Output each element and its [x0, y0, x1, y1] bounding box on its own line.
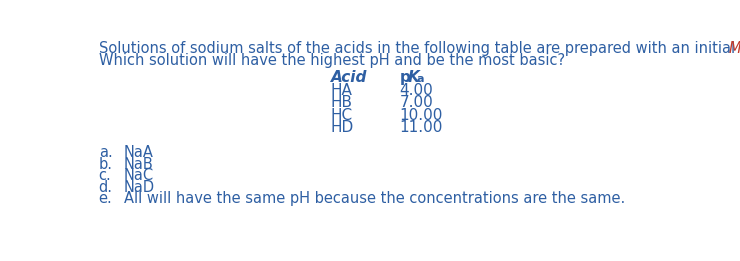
- Text: HC: HC: [331, 108, 353, 123]
- Text: All will have the same pH because the concentrations are the same.: All will have the same pH because the co…: [124, 192, 625, 206]
- Text: 4.00: 4.00: [400, 83, 433, 98]
- Text: .: .: [738, 41, 740, 56]
- Text: a: a: [417, 74, 425, 84]
- Text: d.: d.: [98, 180, 112, 195]
- Text: HB: HB: [331, 95, 352, 110]
- Text: p: p: [400, 70, 410, 85]
- Text: 11.00: 11.00: [400, 120, 443, 135]
- Text: HA: HA: [331, 83, 352, 98]
- Text: Acid: Acid: [331, 70, 367, 85]
- Text: K: K: [408, 70, 420, 85]
- Text: e.: e.: [98, 192, 112, 206]
- Text: Solutions of sodium salts of the acids in the following table are prepared with : Solutions of sodium salts of the acids i…: [98, 41, 740, 56]
- Text: M: M: [728, 41, 740, 56]
- Text: Which solution will have the highest pH and be the most basic?: Which solution will have the highest pH …: [98, 53, 565, 68]
- Text: 7.00: 7.00: [400, 95, 433, 110]
- Text: 10.00: 10.00: [400, 108, 443, 123]
- Text: HD: HD: [331, 120, 354, 135]
- Text: b.: b.: [98, 157, 112, 172]
- Text: NaA: NaA: [124, 145, 153, 160]
- Text: NaC: NaC: [124, 168, 154, 183]
- Text: NaD: NaD: [124, 180, 155, 195]
- Text: a.: a.: [98, 145, 112, 160]
- Text: NaB: NaB: [124, 157, 153, 172]
- Text: c.: c.: [98, 168, 112, 183]
